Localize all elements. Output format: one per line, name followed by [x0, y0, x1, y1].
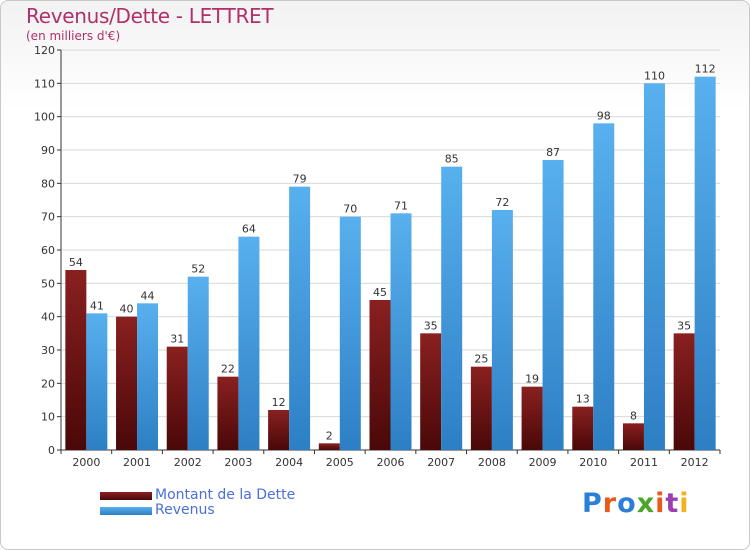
- logo-letter: r: [602, 488, 618, 519]
- bar-revenus: [339, 216, 361, 450]
- data-label-revenus: 44: [141, 289, 155, 302]
- bar-debt: [673, 333, 695, 450]
- chart-title: Revenus/Dette - LETTRET: [26, 4, 274, 28]
- legend-label-revenus: Revenus: [155, 502, 215, 518]
- data-label-debt: 2: [326, 429, 333, 442]
- data-label-debt: 35: [677, 319, 691, 332]
- bar-revenus: [289, 186, 311, 450]
- x-tick-label: 2003: [224, 456, 252, 469]
- y-tick-label: 90: [41, 144, 55, 157]
- data-label-revenus: 110: [644, 69, 665, 82]
- legend-swatch-revenus: [100, 507, 152, 515]
- bar-debt: [572, 406, 594, 450]
- bar-revenus: [187, 276, 209, 450]
- data-label-revenus: 112: [695, 63, 716, 76]
- y-tick-label: 110: [34, 77, 55, 90]
- y-tick-label: 40: [41, 311, 55, 324]
- data-label-revenus: 71: [394, 199, 408, 212]
- x-tick-label: 2005: [326, 456, 354, 469]
- bar-revenus: [593, 123, 615, 450]
- x-tick-label: 2007: [427, 456, 455, 469]
- bar-debt: [521, 386, 543, 450]
- bar-debt: [318, 443, 340, 450]
- y-tick-label: 20: [41, 377, 55, 390]
- y-tick-label: 120: [34, 44, 55, 57]
- data-label-debt: 13: [576, 393, 590, 406]
- data-label-debt: 8: [630, 409, 637, 422]
- bar-debt: [166, 346, 188, 450]
- bar-revenus: [86, 313, 108, 450]
- legend-label-debt: Montant de la Dette: [155, 487, 296, 503]
- data-label-revenus: 52: [191, 263, 205, 276]
- logo-letter: t: [665, 488, 680, 519]
- data-label-debt: 19: [525, 373, 539, 386]
- y-tick-label: 0: [48, 444, 55, 457]
- axes: 0 10 20 30 40 50 60 70 80 90 100 110 120 2000 2001 2002…: [34, 44, 721, 469]
- bar-debt: [116, 316, 138, 450]
- x-tick-label: 2010: [579, 456, 607, 469]
- bar-revenus: [694, 76, 716, 451]
- bars: [65, 76, 716, 451]
- data-label-debt: 22: [221, 363, 235, 376]
- data-label-revenus: 64: [242, 223, 256, 236]
- y-tick-label: 30: [41, 344, 55, 357]
- y-tick-label: 60: [41, 244, 55, 257]
- data-label-revenus: 72: [495, 196, 509, 209]
- x-tick-label: 2011: [630, 456, 658, 469]
- bar-revenus: [390, 213, 412, 450]
- x-tick-label: 2004: [275, 456, 303, 469]
- logo-letter: x: [636, 488, 656, 519]
- bar-debt: [369, 300, 391, 450]
- x-tick-label: 2009: [529, 456, 557, 469]
- bar-revenus: [441, 166, 463, 450]
- data-label-debt: 31: [170, 333, 184, 346]
- x-tick-label: 2008: [478, 456, 506, 469]
- data-label-revenus: 98: [597, 109, 611, 122]
- bar-debt: [268, 410, 290, 450]
- data-label-revenus: 41: [90, 299, 104, 312]
- x-tick-label: 2001: [123, 456, 151, 469]
- bar-debt: [420, 333, 442, 450]
- bar-debt: [65, 270, 87, 450]
- bar-revenus: [137, 303, 159, 450]
- bar-debt: [217, 376, 239, 450]
- data-label-debt: 25: [474, 353, 488, 366]
- y-tick-label: 100: [34, 111, 55, 124]
- y-tick-label: 50: [41, 277, 55, 290]
- y-tick-label: 70: [41, 211, 55, 224]
- x-tick-label: 2002: [174, 456, 202, 469]
- bar-revenus: [238, 236, 260, 450]
- x-tick-label: 2006: [377, 456, 405, 469]
- y-tick-label: 10: [41, 411, 55, 424]
- data-label-revenus: 70: [343, 203, 357, 216]
- bar-revenus: [643, 83, 665, 450]
- bar-debt: [622, 423, 644, 450]
- data-label-debt: 54: [69, 256, 83, 269]
- bar-revenus: [491, 210, 513, 450]
- bar-debt: [470, 366, 492, 450]
- proxiti-logo: Proxiti: [582, 488, 690, 519]
- chart-subtitle: (en milliers d'€): [26, 29, 121, 43]
- legend-swatch-debt: [100, 492, 152, 500]
- data-labels: 54 41 40 44 31 52 22 64 12 79 2 70 45 71 35 85 25 72 19 87 1…: [69, 63, 716, 443]
- logo-letter: i: [655, 488, 666, 519]
- logo-letter: i: [679, 488, 690, 519]
- data-label-debt: 40: [120, 303, 134, 316]
- data-label-revenus: 85: [445, 153, 459, 166]
- x-tick-label: 2012: [681, 456, 709, 469]
- data-label-debt: 35: [424, 319, 438, 332]
- x-tick-label: 2000: [72, 456, 100, 469]
- data-label-revenus: 87: [546, 146, 560, 159]
- logo-letter: P: [582, 488, 603, 519]
- y-tick-label: 80: [41, 177, 55, 190]
- data-label-revenus: 79: [293, 173, 307, 186]
- logo-letter: o: [617, 488, 637, 519]
- bar-revenus: [542, 160, 564, 450]
- data-label-debt: 45: [373, 286, 387, 299]
- data-label-debt: 12: [272, 396, 286, 409]
